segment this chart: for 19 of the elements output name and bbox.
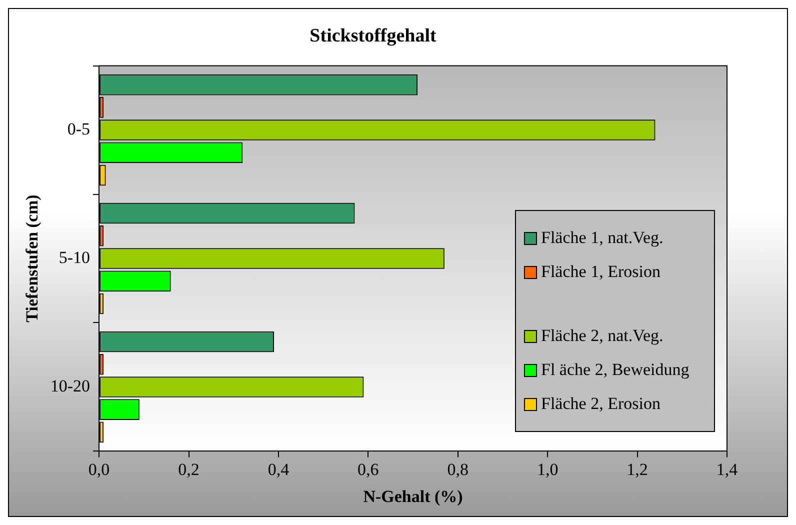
- legend-label: Fl äche 2, Beweidung: [541, 360, 690, 380]
- x-tick-label: 0,8: [447, 460, 469, 479]
- x-axis-title: N-Gehalt (%): [363, 487, 463, 506]
- legend-label: Fläche 1, Erosion: [541, 262, 660, 282]
- x-tick-label: 0,0: [88, 460, 110, 479]
- x-tick-label: 1,4: [716, 460, 738, 479]
- x-tick-label: 0,2: [178, 460, 200, 479]
- x-tick-label: 0,4: [268, 460, 290, 479]
- chart-title: Stickstoffgehalt: [310, 25, 437, 46]
- y-axis-title: Tiefenstufen (cm): [22, 194, 42, 322]
- legend-label: Fläche 1, nat.Veg.: [541, 228, 664, 248]
- x-tick-label: 0,6: [358, 460, 379, 479]
- y-tick-label: 0-5: [67, 120, 90, 138]
- legend-label: Fläche 2, nat.Veg.: [541, 326, 664, 346]
- x-tick-label: 1,0: [536, 460, 558, 479]
- y-tick-label: 5-10: [58, 248, 90, 267]
- y-tick-label: 10-20: [50, 376, 90, 396]
- legend-label: Fläche 2, Erosion: [541, 394, 660, 414]
- x-tick-label: 1,2: [626, 460, 648, 479]
